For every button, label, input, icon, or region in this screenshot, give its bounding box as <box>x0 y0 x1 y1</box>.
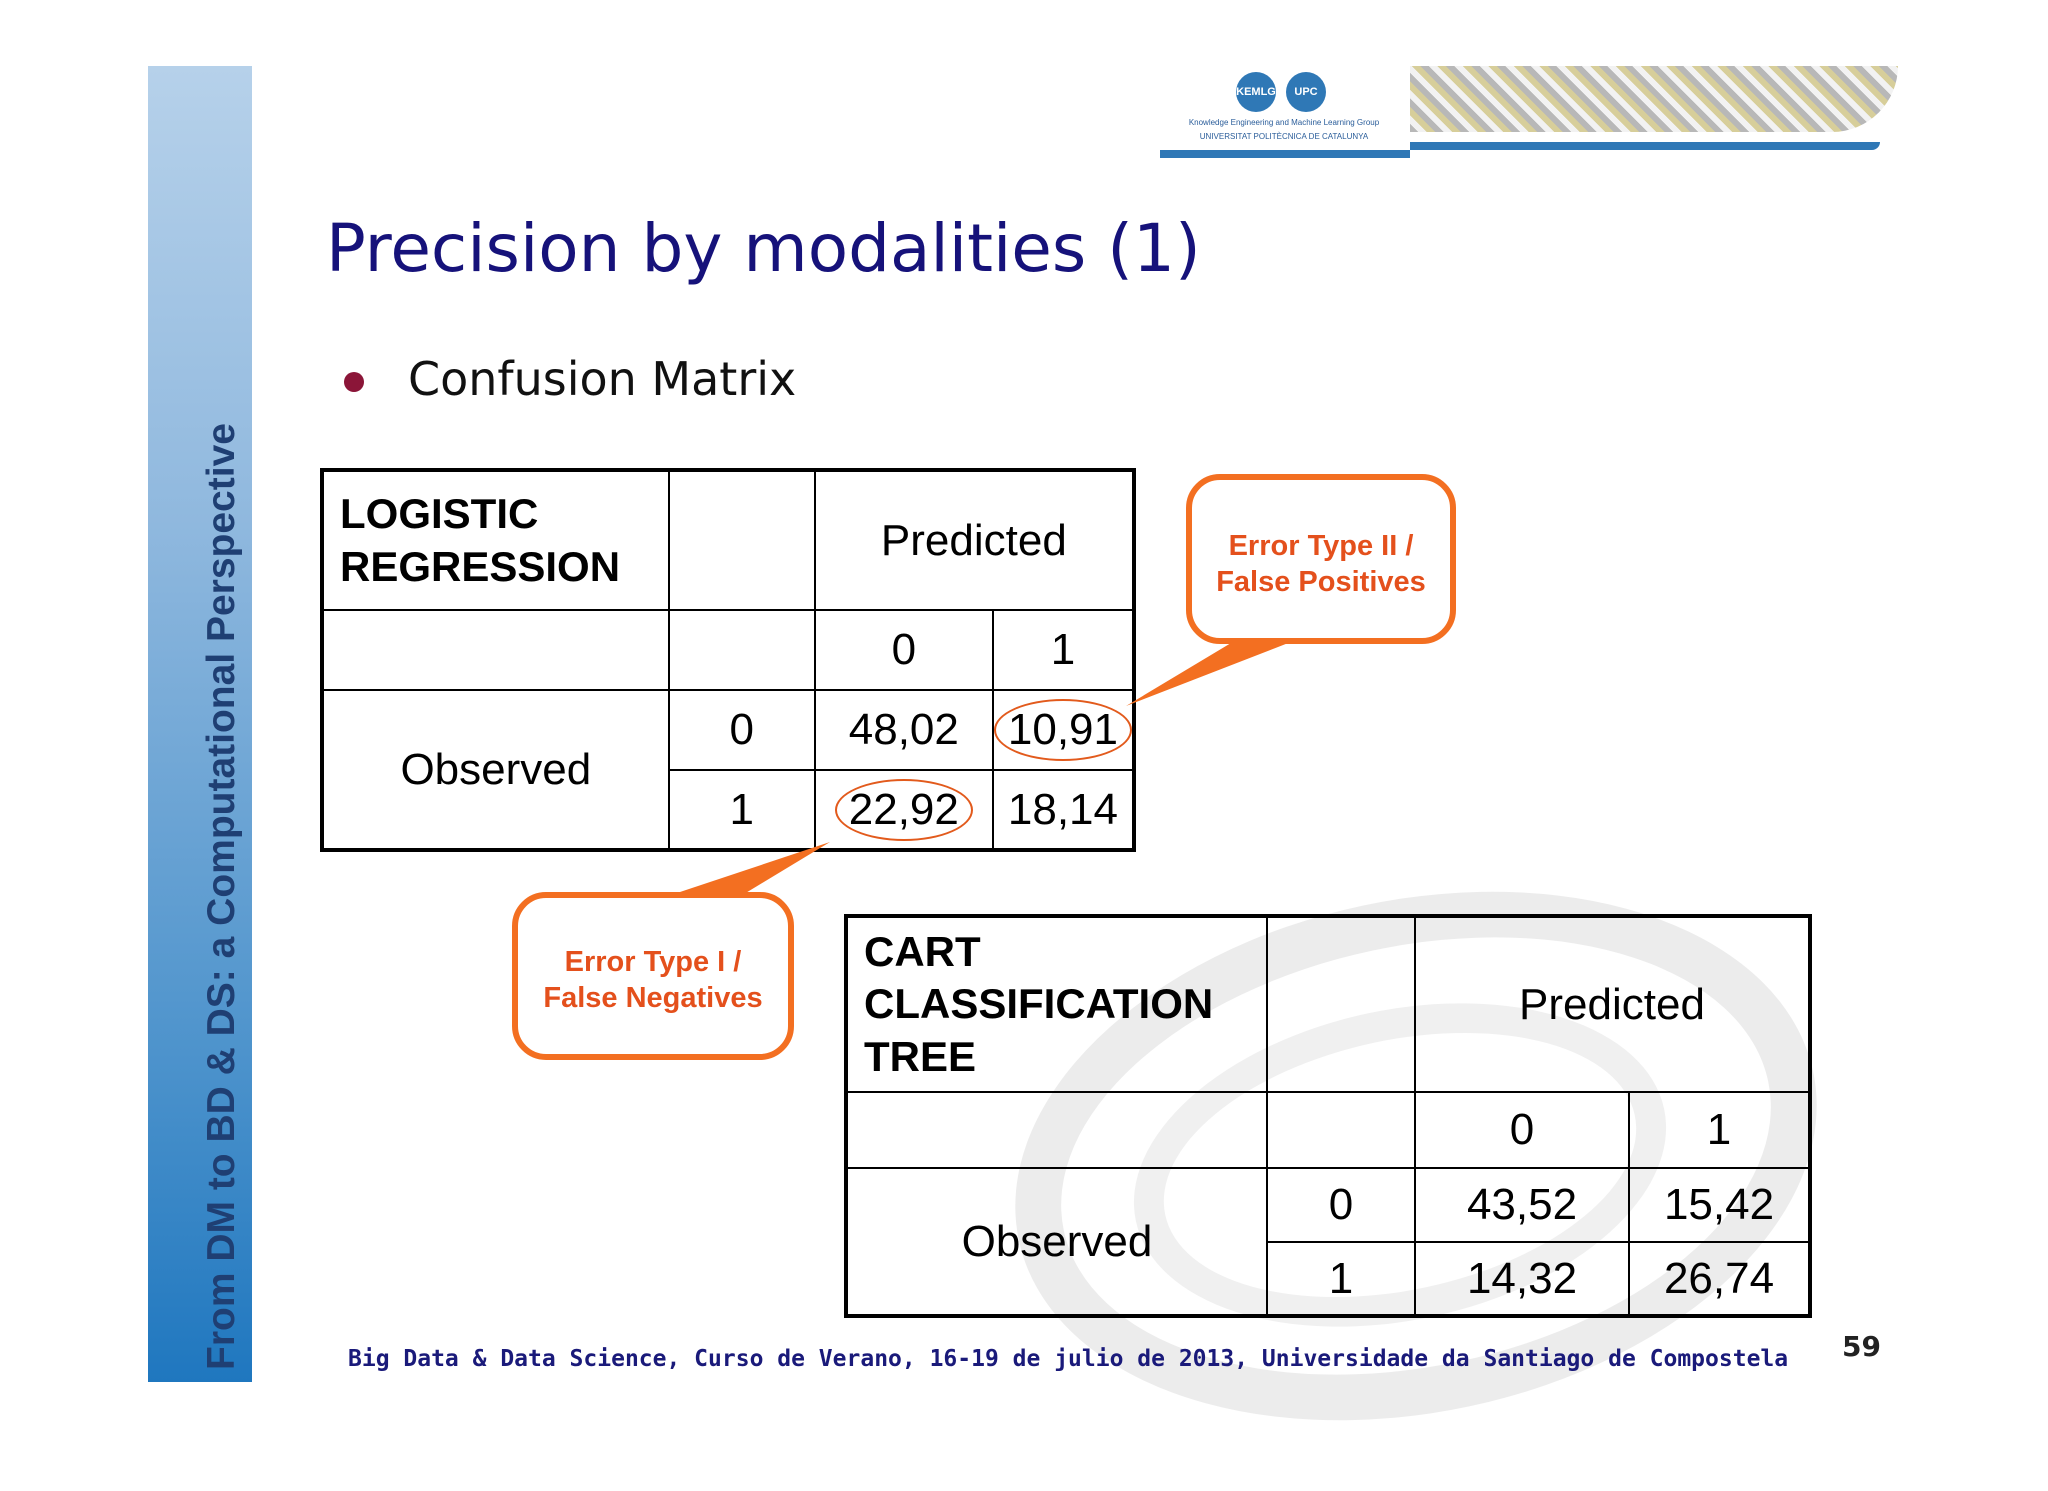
matrix-cell-true-positive: 26,74 <box>1628 1241 1811 1317</box>
page-number: 59 <box>1842 1330 1881 1363</box>
callout-line1: Error Type II / <box>1228 530 1414 562</box>
upc-logo-icon: UPC <box>1286 72 1326 112</box>
type2-pointer <box>1126 640 1296 706</box>
matrix-cell-false-positive: 15,42 <box>1628 1167 1811 1243</box>
predicted-col-1: 1 <box>991 609 1136 691</box>
logo-group-name: Knowledge Engineering and Machine Learni… <box>1188 118 1380 127</box>
callout-line2: False Positives <box>1216 566 1426 599</box>
callout-pointers <box>674 640 1296 894</box>
predicted-header: Predicted <box>813 469 1136 611</box>
matrix-cell-false-positive: 10,91 <box>991 689 1136 771</box>
kemlg-upc-logo: KEMLG UPC Knowledge Engineering and Mach… <box>1160 66 1902 166</box>
bullet-text: Confusion Matrix <box>408 352 797 406</box>
empty-cell <box>667 609 816 691</box>
empty-cell <box>845 1091 1268 1169</box>
table-title-line2: CLASSIFICATION <box>864 980 1214 1028</box>
matrix-cell-false-negative: 14,32 <box>1414 1241 1630 1317</box>
false-negative-highlight: 22,92 <box>834 778 973 841</box>
matrix-cell-true-positive: 18,14 <box>991 769 1136 851</box>
table-title-line2: REGRESSION <box>340 542 621 590</box>
logo-university-name: UNIVERSITAT POLITÈCNICA DE CATALUNYA <box>1199 132 1369 141</box>
error-type-1-callout: Error Type I / False Negatives <box>512 892 794 1060</box>
matrix-cell-true-negative: 48,02 <box>813 689 994 771</box>
predicted-col-1: 1 <box>1628 1091 1811 1169</box>
table-title-cell: LOGISTIC REGRESSION <box>321 469 670 611</box>
cart-confusion-matrix: CART CLASSIFICATION TREE Predicted 0 1 O… <box>844 914 1812 1318</box>
observed-header: Observed <box>845 1167 1268 1317</box>
empty-cell <box>1266 915 1416 1093</box>
slide-title: Precision by modalities (1) <box>326 210 1201 287</box>
slide-footer: Big Data & Data Science, Curso de Verano… <box>348 1346 1789 1372</box>
observed-header: Observed <box>321 689 670 851</box>
sidebar-band <box>148 66 252 1382</box>
logo-underline <box>1160 150 1410 158</box>
observed-row-1: 1 <box>1266 1241 1416 1317</box>
logistic-confusion-matrix: LOGISTIC REGRESSION Predicted 0 1 Observ… <box>320 468 1136 852</box>
empty-cell <box>667 469 816 611</box>
callout-line2: False Negatives <box>543 982 763 1015</box>
observed-row-1: 1 <box>667 769 816 851</box>
callout-line1: Error Type I / <box>564 946 742 978</box>
table-title-line1: LOGISTIC <box>340 490 539 537</box>
type1-pointer <box>674 842 830 894</box>
matrix-cell-true-negative: 43,52 <box>1414 1167 1630 1243</box>
empty-cell <box>1266 1091 1416 1169</box>
predicted-col-0: 0 <box>1414 1091 1630 1169</box>
logo-pattern-band <box>1410 66 1898 132</box>
predicted-col-0: 0 <box>813 609 994 691</box>
false-positive-highlight: 10,91 <box>993 699 1132 761</box>
logo-swoosh <box>1410 142 1880 150</box>
observed-row-0: 0 <box>667 689 816 771</box>
observed-row-0: 0 <box>1266 1167 1416 1243</box>
kemlg-logo-icon: KEMLG <box>1236 72 1276 112</box>
empty-cell <box>321 609 670 691</box>
bullet-icon <box>344 372 364 392</box>
table-title-line3: TREE <box>864 1032 977 1080</box>
table-title-line1: CART <box>864 927 981 975</box>
predicted-header: Predicted <box>1414 915 1811 1093</box>
table-title-cell: CART CLASSIFICATION TREE <box>845 915 1268 1093</box>
error-type-2-callout: Error Type II / False Positives <box>1186 474 1456 644</box>
matrix-cell-false-negative: 22,92 <box>813 769 994 851</box>
